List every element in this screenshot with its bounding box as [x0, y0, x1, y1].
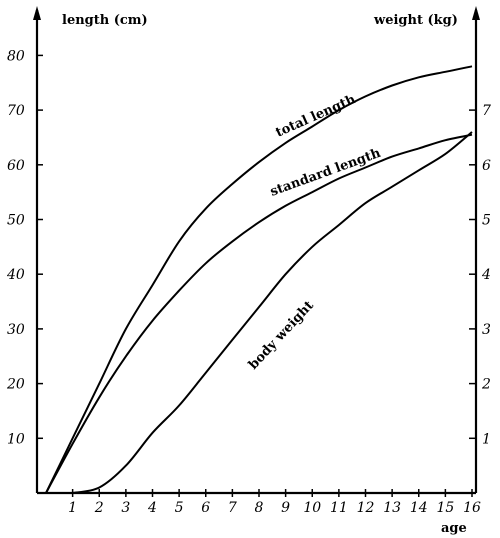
standard-length-curve: [45, 133, 473, 494]
left-y-tick-label: 60: [7, 158, 25, 174]
x-tick-label: 14: [410, 500, 428, 516]
right-y-tick-label: 6: [482, 158, 491, 174]
right-y-tick-label: 2: [481, 377, 491, 393]
right-y-tick-label: 5: [482, 213, 491, 229]
body-weight-curve: [72, 131, 473, 494]
x-tick-label: 3: [121, 500, 130, 516]
left-y-tick-label: 10: [7, 431, 25, 447]
x-tick-label: 7: [228, 500, 237, 516]
left-y-tick-label: 80: [7, 48, 25, 64]
right-y-tick-label: 1: [482, 431, 491, 447]
right-y-tick-label: 7: [482, 103, 491, 119]
x-tick-label: 4: [147, 500, 157, 516]
right-y-tick-label: 3: [482, 322, 491, 338]
left-y-tick-label: 70: [7, 103, 25, 119]
x-tick-label: 11: [330, 500, 348, 516]
total-length-curve: [45, 65, 473, 494]
x-tick-label: 13: [383, 500, 401, 516]
x-tick-label: 2: [94, 500, 104, 516]
left-y-tick-label: 40: [6, 267, 25, 283]
left-y-tick-label: 30: [7, 322, 25, 338]
x-tick-label: 5: [175, 500, 184, 516]
left-y-tick-label: 50: [7, 213, 25, 229]
x-axis-title: age: [441, 521, 467, 536]
left-axis-arrow: [33, 6, 41, 20]
right-y-tick-label: 4: [481, 267, 491, 283]
x-tick-label: 15: [436, 500, 454, 516]
right-axis-arrow: [472, 6, 480, 20]
x-tick-label: 16: [463, 500, 481, 516]
left-axis-title: length (cm): [62, 13, 148, 28]
left-y-tick-label: 20: [6, 377, 25, 393]
x-tick-label: 9: [281, 500, 290, 516]
x-tick-label: 6: [201, 500, 210, 516]
curve-label-total-length: total length: [274, 92, 359, 141]
x-tick-label: 8: [255, 500, 264, 516]
curves: [45, 65, 473, 494]
x-tick-label: 1: [68, 500, 77, 516]
x-tick-label: 10: [303, 500, 321, 516]
right-axis-title: weight (kg): [373, 13, 458, 28]
curve-label-standard-length: standard length: [268, 146, 383, 200]
axes: [33, 6, 480, 495]
x-tick-label: 12: [357, 500, 375, 516]
